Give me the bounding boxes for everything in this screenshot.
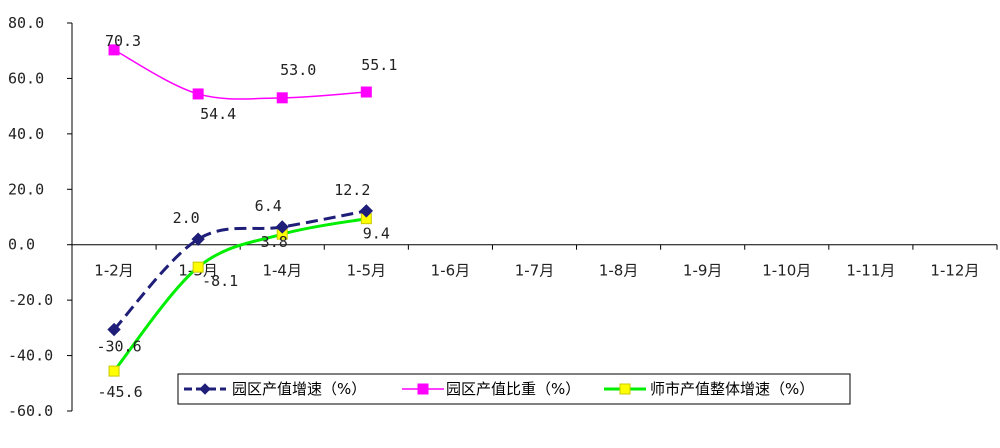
legend-label: 师市产值整体增速（%） [650, 380, 814, 398]
x-tick-label: 1-8月 [599, 262, 639, 280]
legend: 园区产值增速（%） 园区产值比重（%） 师市产值整体增速（%） [177, 373, 851, 405]
legend-box [177, 373, 851, 405]
data-label: 9.4 [363, 225, 390, 243]
data-label: 53.0 [280, 61, 316, 79]
x-tick-label: 1-12月 [930, 262, 979, 280]
series-group [107, 44, 374, 377]
data-label: -30.6 [96, 338, 141, 356]
data-point-marker [359, 204, 374, 218]
y-tick-label: 0.0 [8, 236, 35, 254]
legend-label: 园区产值比重（%） [446, 380, 580, 398]
x-tick-label: 1-2月 [94, 262, 134, 280]
legend-marker [417, 383, 429, 395]
data-point-marker [276, 92, 288, 104]
data-label: -45.6 [97, 383, 142, 401]
data-point-marker [108, 44, 120, 56]
data-label: 3.8 [261, 233, 288, 251]
x-tick-label: 1-10月 [762, 262, 811, 280]
data-label: 55.1 [361, 56, 397, 74]
data-label: 70.3 [105, 32, 141, 50]
x-tick-label: 1-11月 [846, 262, 895, 280]
data-label: -8.1 [202, 272, 238, 290]
y-tick-label: 20.0 [8, 180, 44, 198]
x-tick-label: 1-7月 [515, 262, 555, 280]
series-3 [108, 213, 372, 377]
data-label: 12.2 [334, 181, 370, 199]
data-label: 54.4 [200, 105, 236, 123]
legend-marker [619, 383, 631, 395]
data-point-marker [191, 232, 205, 246]
data-point-marker [192, 261, 204, 273]
series-line [112, 217, 367, 373]
y-tick-label: 80.0 [8, 14, 44, 32]
y-tick-labels: 80.0 60.0 40.0 20.0 0.0 -20.0 -40.0 -60.0 [8, 14, 53, 420]
data-point-marker [192, 88, 204, 100]
data-label: 2.0 [173, 209, 200, 227]
series-1 [107, 204, 374, 337]
series-line [113, 49, 367, 100]
series-line [112, 209, 367, 331]
y-tick-label: -40.0 [8, 347, 53, 365]
data-point-marker [107, 322, 121, 337]
legend-marker [199, 383, 211, 395]
y-tick-label: 40.0 [8, 125, 44, 143]
series-2 [108, 44, 372, 104]
axes [67, 22, 998, 412]
data-point-marker [108, 365, 120, 377]
x-tick-label: 1-5月 [347, 262, 387, 280]
x-tick-label: 1-6月 [431, 262, 471, 280]
data-labels: -30.6 2.0 6.4 12.2 70.3 54.4 53.0 55.1 -45.6 -8.1… [96, 32, 397, 401]
data-label: 6.4 [255, 197, 282, 215]
y-tick-label: -20.0 [8, 291, 53, 309]
data-point-marker [275, 220, 289, 234]
y-tick-label: 60.0 [8, 69, 44, 87]
legend-label: 园区产值增速（%） [232, 380, 366, 398]
y-tick-label: -60.0 [8, 402, 53, 420]
x-tick-labels: 1-2月1-3月1-4月1-5月1-6月1-7月1-8月1-9月1-10月1-1… [94, 262, 979, 280]
x-tick-label: 1-9月 [683, 262, 723, 280]
data-point-marker [360, 86, 372, 98]
x-tick-label: 1-4月 [262, 262, 302, 280]
